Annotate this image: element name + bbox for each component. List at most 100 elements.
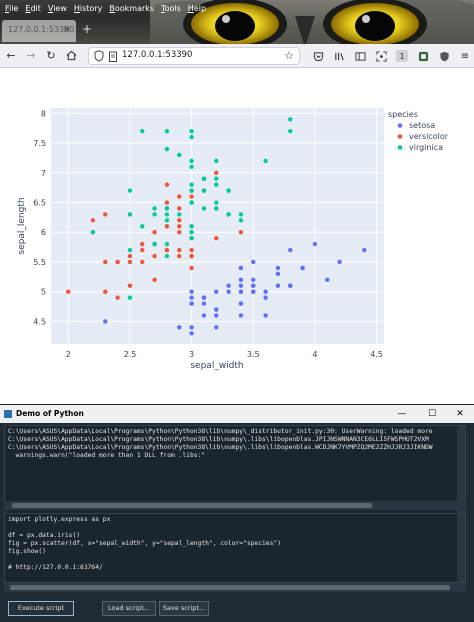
data-point-setosa[interactable] [263, 295, 268, 300]
data-point-virginica[interactable] [214, 158, 219, 164]
data-point-virginica[interactable] [288, 128, 293, 134]
data-point-virginica[interactable] [164, 206, 170, 211]
data-point-virginica[interactable] [288, 117, 293, 122]
data-point-virginica[interactable] [177, 152, 182, 158]
menu-item-help[interactable]: Help [187, 4, 207, 13]
data-point-setosa[interactable] [238, 265, 244, 271]
editor-horizontal-scrollbar[interactable] [4, 583, 466, 592]
data-point-versicolor[interactable] [177, 247, 182, 253]
data-point-setosa[interactable] [214, 325, 219, 330]
data-point-versicolor[interactable] [66, 289, 71, 294]
data-point-virginica[interactable] [189, 230, 194, 235]
data-point-virginica[interactable] [164, 212, 170, 217]
data-point-virginica[interactable] [189, 128, 194, 134]
browser-tab[interactable]: 127.0.0.1:53390 × [2, 20, 76, 42]
data-point-virginica[interactable] [189, 182, 194, 187]
data-point-versicolor[interactable] [127, 259, 133, 265]
data-point-setosa[interactable] [337, 259, 342, 265]
data-point-virginica[interactable] [226, 188, 231, 193]
data-point-versicolor[interactable] [189, 194, 194, 199]
data-point-virginica[interactable] [164, 146, 170, 152]
editor-vertical-scrollbar[interactable] [457, 514, 465, 582]
data-point-virginica[interactable] [164, 218, 170, 223]
page-info-icon[interactable] [108, 51, 118, 63]
data-point-virginica[interactable] [90, 230, 96, 235]
menu-item-history[interactable]: History [73, 4, 103, 13]
data-point-setosa[interactable] [238, 313, 244, 318]
data-point-versicolor[interactable] [164, 200, 170, 205]
data-point-setosa[interactable] [103, 319, 108, 324]
data-point-virginica[interactable] [189, 235, 194, 241]
data-point-virginica[interactable] [164, 128, 170, 134]
minimize-icon[interactable]: — [397, 409, 407, 419]
legend[interactable]: species setosa versicolor virginica [388, 110, 449, 152]
data-point-versicolor[interactable] [177, 224, 182, 229]
data-point-versicolor[interactable] [140, 241, 145, 247]
data-point-setosa[interactable] [238, 283, 244, 288]
legend-marker-virginica[interactable] [397, 145, 403, 150]
reload-icon[interactable]: ↻ [46, 49, 56, 62]
data-point-virginica[interactable] [226, 212, 231, 217]
data-point-setosa[interactable] [288, 247, 293, 253]
data-point-setosa[interactable] [226, 289, 231, 294]
data-point-setosa[interactable] [189, 325, 194, 330]
data-point-setosa[interactable] [177, 325, 182, 330]
forward-icon[interactable]: → [26, 49, 36, 62]
menu-item-edit[interactable]: Edit [25, 4, 41, 13]
legend-marker-versicolor[interactable] [397, 134, 403, 139]
data-point-versicolor[interactable] [177, 206, 182, 211]
url-bar[interactable]: 127.0.0.1:53390 ☆ [88, 47, 300, 65]
data-point-versicolor[interactable] [115, 259, 120, 265]
data-point-virginica[interactable] [189, 200, 194, 205]
data-point-virginica[interactable] [140, 224, 145, 229]
data-point-versicolor[interactable] [177, 218, 182, 223]
close-icon[interactable]: ✕ [456, 409, 464, 419]
data-point-versicolor[interactable] [90, 218, 96, 223]
data-point-virginica[interactable] [263, 158, 268, 164]
data-point-setosa[interactable] [275, 271, 281, 277]
data-point-setosa[interactable] [251, 259, 256, 265]
data-point-virginica[interactable] [127, 188, 133, 193]
data-point-setosa[interactable] [189, 301, 194, 306]
output-vertical-scrollbar[interactable] [457, 426, 465, 514]
data-point-versicolor[interactable] [103, 212, 108, 217]
data-point-setosa[interactable] [238, 289, 244, 294]
data-point-setosa[interactable] [300, 265, 305, 271]
data-point-versicolor[interactable] [103, 259, 108, 265]
data-point-virginica[interactable] [152, 241, 157, 247]
data-point-virginica[interactable] [189, 188, 194, 193]
data-point-versicolor[interactable] [127, 253, 133, 259]
data-point-virginica[interactable] [238, 212, 244, 217]
data-point-virginica[interactable] [152, 206, 157, 211]
bookmark-star-icon[interactable]: ☆ [284, 49, 294, 62]
data-point-setosa[interactable] [226, 283, 231, 288]
data-point-setosa[interactable] [288, 283, 293, 288]
data-point-virginica[interactable] [214, 200, 219, 205]
data-point-virginica[interactable] [164, 253, 170, 259]
data-point-setosa[interactable] [201, 301, 207, 306]
data-point-virginica[interactable] [201, 188, 207, 193]
output-scroll-thumb[interactable] [12, 503, 372, 508]
data-point-virginica[interactable] [127, 212, 133, 217]
data-point-setosa[interactable] [201, 313, 207, 318]
data-point-virginica[interactable] [201, 206, 207, 211]
data-point-setosa[interactable] [214, 313, 219, 318]
new-tab-icon[interactable]: + [82, 22, 93, 36]
data-point-setosa[interactable] [251, 283, 256, 288]
output-horizontal-scrollbar[interactable] [4, 501, 466, 510]
data-point-virginica[interactable] [238, 218, 244, 223]
menu-item-file[interactable]: File [5, 4, 19, 13]
data-point-setosa[interactable] [275, 283, 281, 288]
data-point-setosa[interactable] [312, 241, 318, 247]
data-point-versicolor[interactable] [152, 277, 157, 282]
data-point-setosa[interactable] [238, 277, 244, 282]
data-point-setosa[interactable] [325, 277, 330, 282]
data-point-versicolor[interactable] [152, 230, 157, 235]
load-script-button[interactable]: Load script... [102, 601, 156, 616]
data-point-setosa[interactable] [263, 289, 268, 294]
data-point-versicolor[interactable] [189, 247, 194, 253]
data-point-setosa[interactable] [362, 247, 367, 253]
legend-label-versicolor[interactable]: versicolor [409, 132, 449, 141]
data-point-versicolor[interactable] [103, 289, 108, 294]
data-point-virginica[interactable] [189, 134, 194, 140]
